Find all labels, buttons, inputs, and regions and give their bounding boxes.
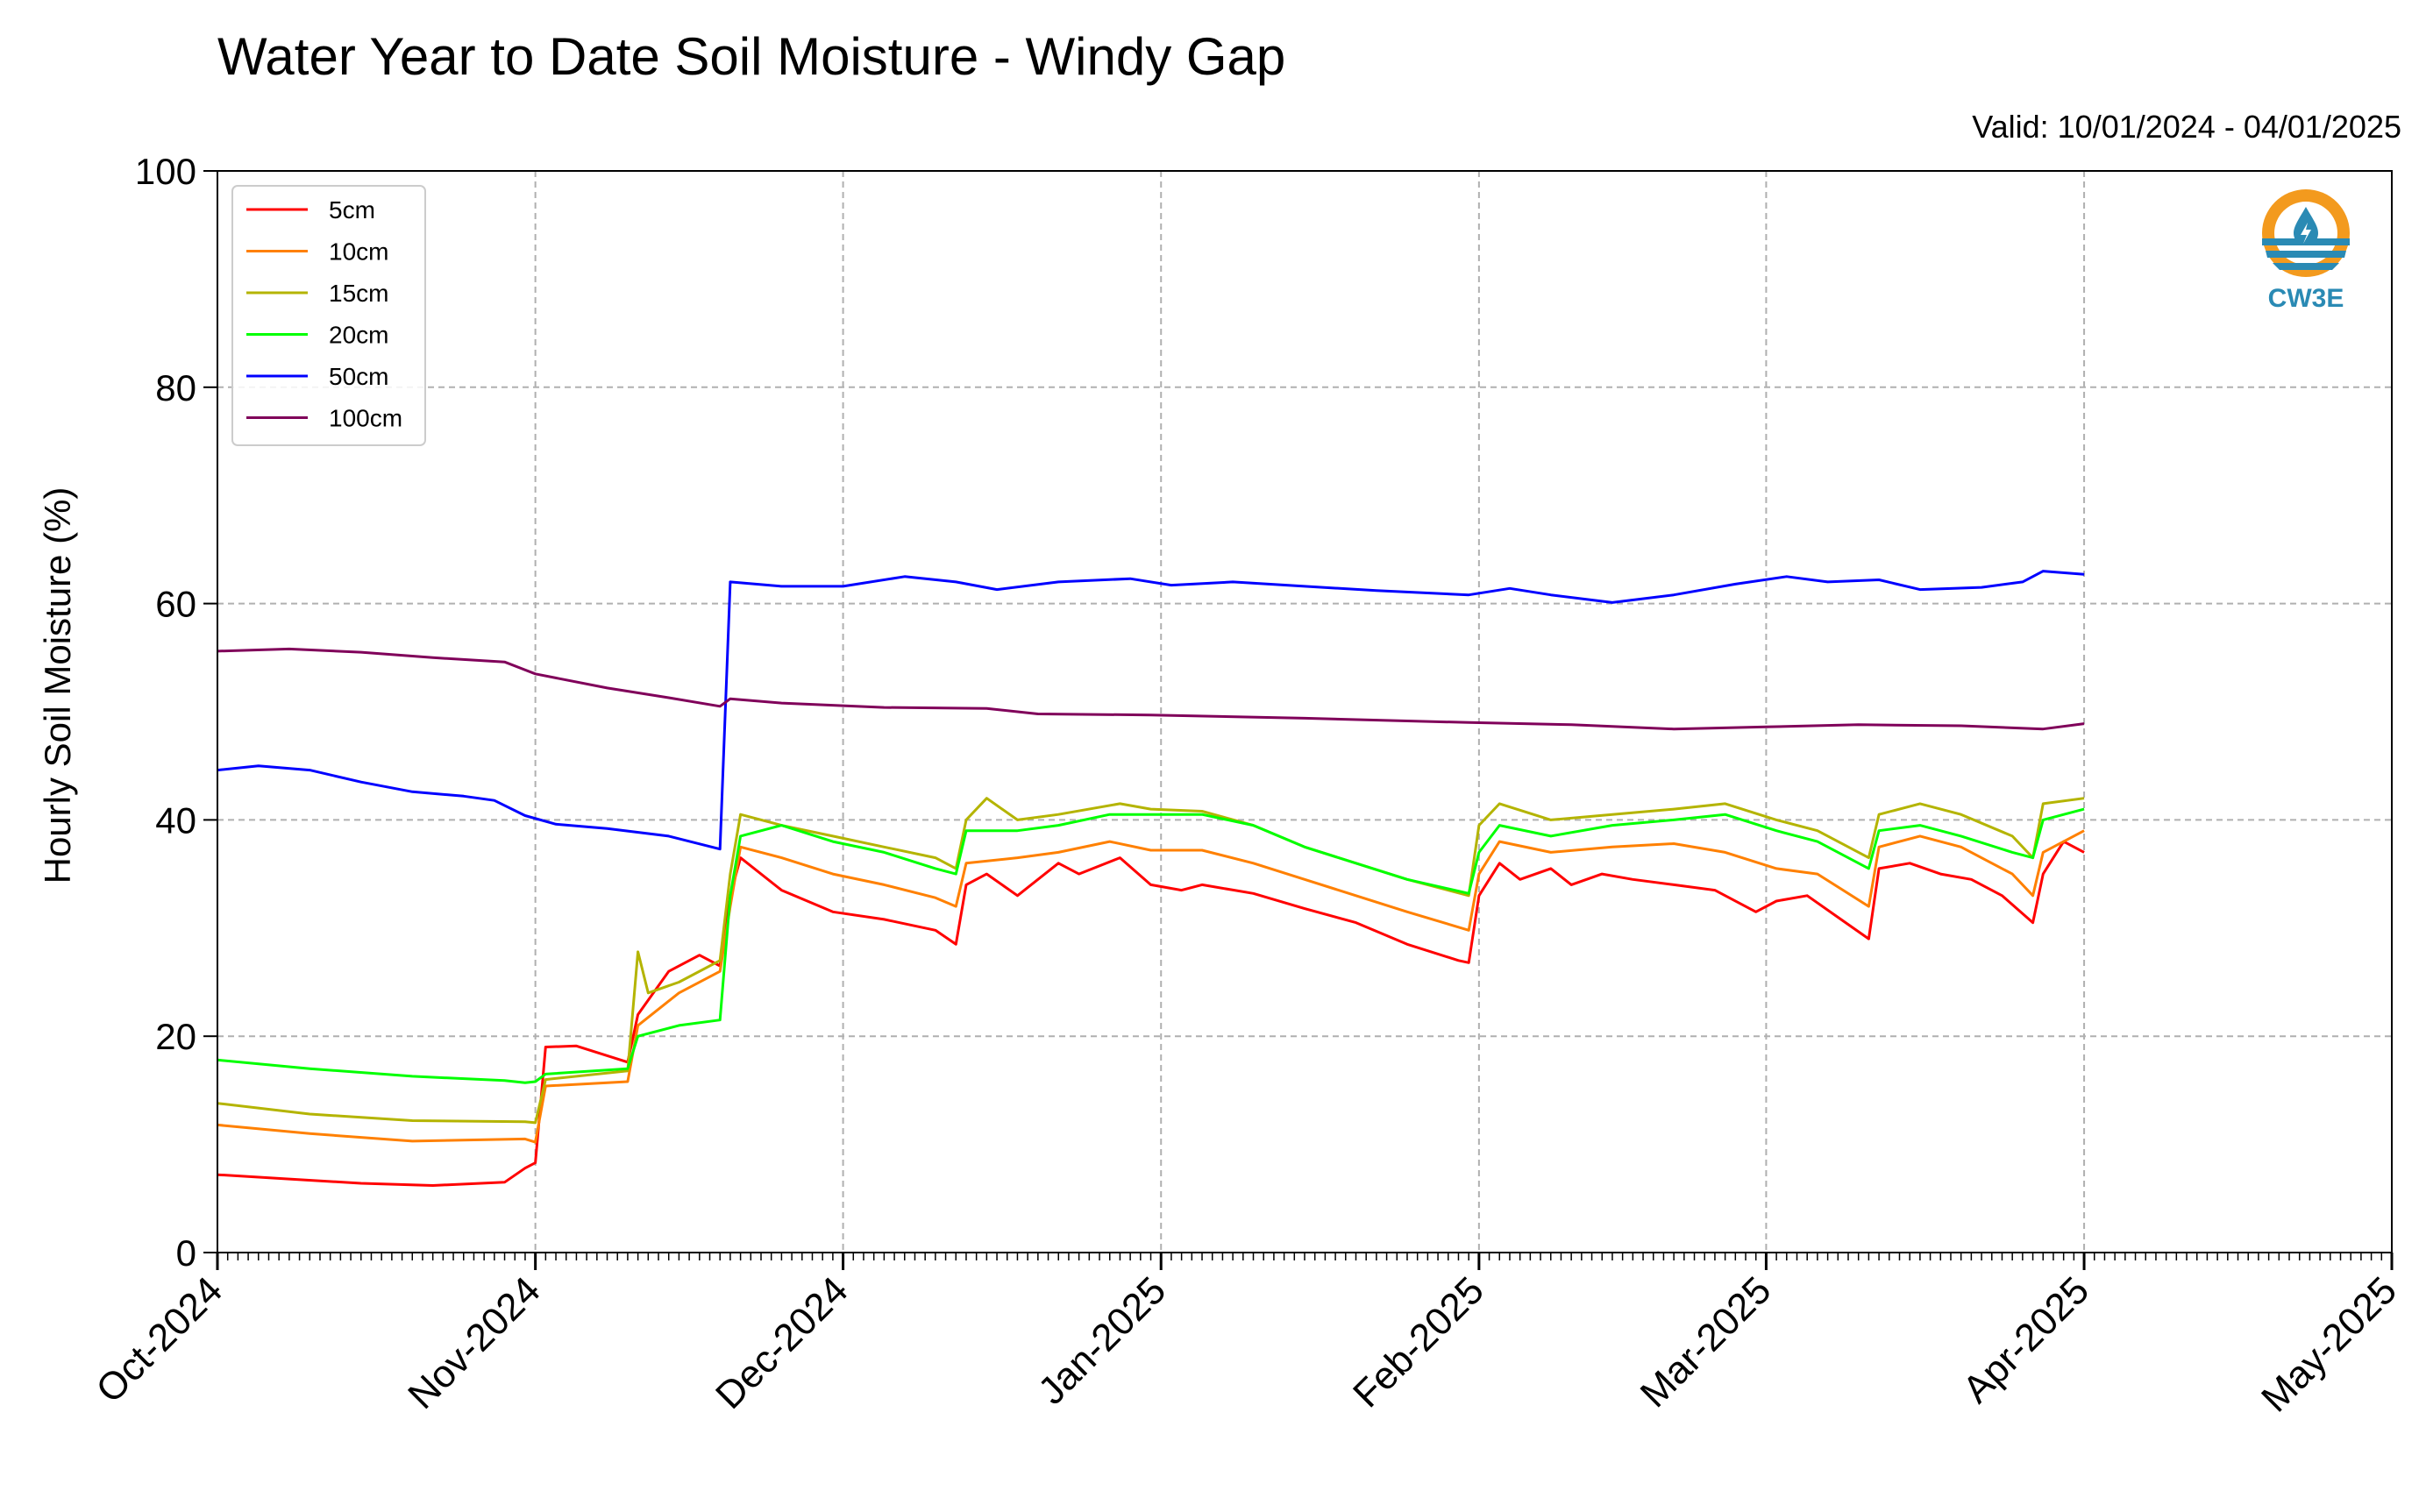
legend-label: 100cm [329,405,402,432]
y-tick-label: 100 [135,151,196,192]
legend-label: 20cm [329,322,388,349]
cw3e-logo: CW3E [2257,184,2355,316]
cw3e-logo-wordmark: CW3E [2267,284,2344,313]
y-axis-ticks: 0 20 40 60 80 100 [135,151,217,1274]
x-tick-label: Apr-2025 [1954,1268,2097,1411]
cw3e-logo-icon [2262,189,2350,277]
x-tick-label: Feb-2025 [1345,1268,1492,1416]
series-line-15cm [217,797,2085,1125]
y-tick-label: 0 [176,1232,196,1274]
legend-label: 10cm [329,238,388,266]
y-tick-label: 40 [155,799,196,841]
legend-label: 5cm [329,196,375,224]
legend-label: 50cm [329,363,388,390]
x-tick-label: May-2025 [2253,1268,2405,1420]
series-line-20cm [217,807,2085,1084]
x-tick-label: Oct-2024 [88,1268,231,1411]
series-line-100cm [217,647,2085,731]
y-tick-label: 80 [155,367,196,408]
legend: 5cm 10cm 15cm 20cm 50cm 100cm [231,185,426,446]
grid-lines [217,171,2392,1253]
series-lines [217,570,2085,1187]
chart-title: Water Year to Date Soil Moisture - Windy… [217,27,1286,86]
series-line-10cm [217,829,2085,1144]
x-tick-label: Jan-2025 [1030,1268,1174,1412]
x-tick-label: Dec-2024 [708,1268,857,1417]
x-tick-label: Mar-2025 [1633,1268,1780,1416]
y-tick-label: 60 [155,584,196,625]
valid-date-range: Valid: 10/01/2024 - 04/01/2025 [1972,109,2401,145]
y-tick-label: 20 [155,1016,196,1057]
x-tick-label: Nov-2024 [400,1268,549,1417]
series-line-5cm [217,840,2085,1187]
x-axis-ticks: Oct-2024 Nov-2024 Dec-2024 Jan-2025 Feb-2025… [88,1253,2405,1420]
legend-label: 15cm [329,280,388,307]
y-axis-label: Hourly Soil Moisture (%) [37,486,78,884]
series-line-50cm [217,570,2085,851]
